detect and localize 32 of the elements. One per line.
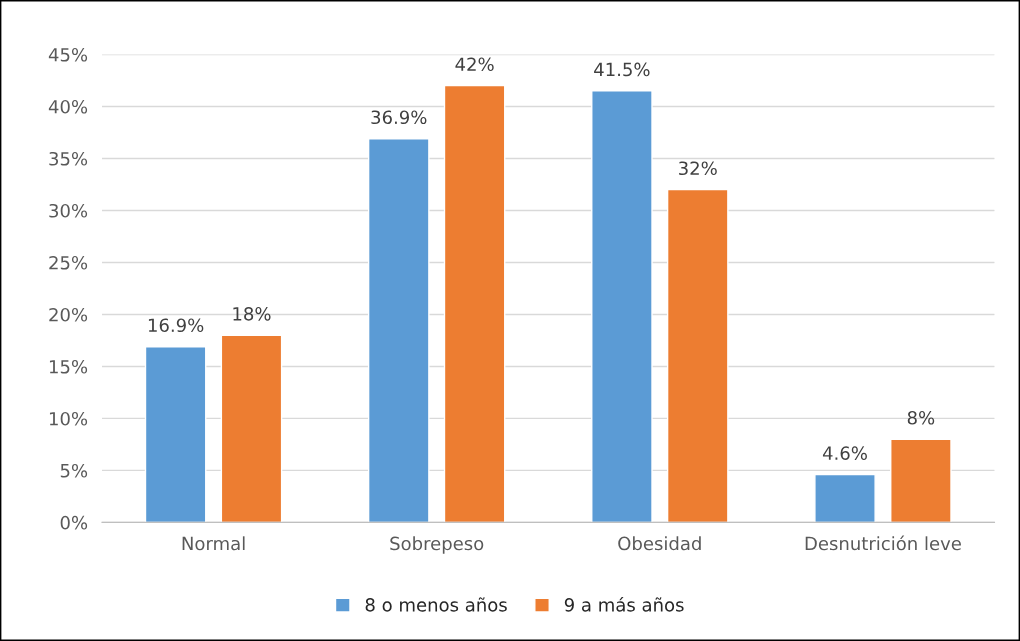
y-tick-label: 20% bbox=[49, 307, 88, 322]
legend-label: 8 o menos años bbox=[365, 597, 507, 612]
y-tick-label: 0% bbox=[60, 515, 88, 530]
data-label: 16.9% bbox=[148, 318, 204, 333]
bar bbox=[890, 438, 952, 523]
y-tick-label: 10% bbox=[49, 411, 88, 426]
data-label: 41.5% bbox=[594, 62, 650, 77]
y-tick-label: 5% bbox=[60, 463, 88, 478]
data-label: 4.6% bbox=[822, 446, 867, 460]
bar bbox=[220, 334, 283, 523]
x-tick-label: Desnutrición leve bbox=[805, 535, 961, 551]
data-label: 8% bbox=[907, 410, 935, 425]
x-tick-label: Obesidad bbox=[618, 536, 701, 551]
y-tick-label: 30% bbox=[49, 203, 88, 218]
bar bbox=[666, 188, 729, 523]
bar bbox=[814, 473, 876, 523]
bar bbox=[367, 138, 430, 523]
y-tick-label: 45% bbox=[48, 47, 88, 62]
x-tick-label: Sobrepeso bbox=[390, 536, 484, 554]
bar bbox=[591, 90, 653, 523]
y-tick-label: 15% bbox=[49, 359, 88, 374]
y-tick-label: 40% bbox=[48, 99, 88, 114]
y-tick-label: 35% bbox=[49, 151, 88, 166]
bar bbox=[443, 84, 506, 523]
legend-label: 9 a más años bbox=[564, 596, 684, 612]
data-label: 42% bbox=[455, 57, 494, 72]
data-label: 36.9% bbox=[371, 110, 427, 125]
data-label: 32% bbox=[679, 161, 717, 176]
y-tick-label: 25% bbox=[49, 255, 88, 270]
x-tick-label: Normal bbox=[182, 536, 245, 551]
bar bbox=[144, 345, 207, 523]
data-label: 18% bbox=[233, 306, 271, 321]
